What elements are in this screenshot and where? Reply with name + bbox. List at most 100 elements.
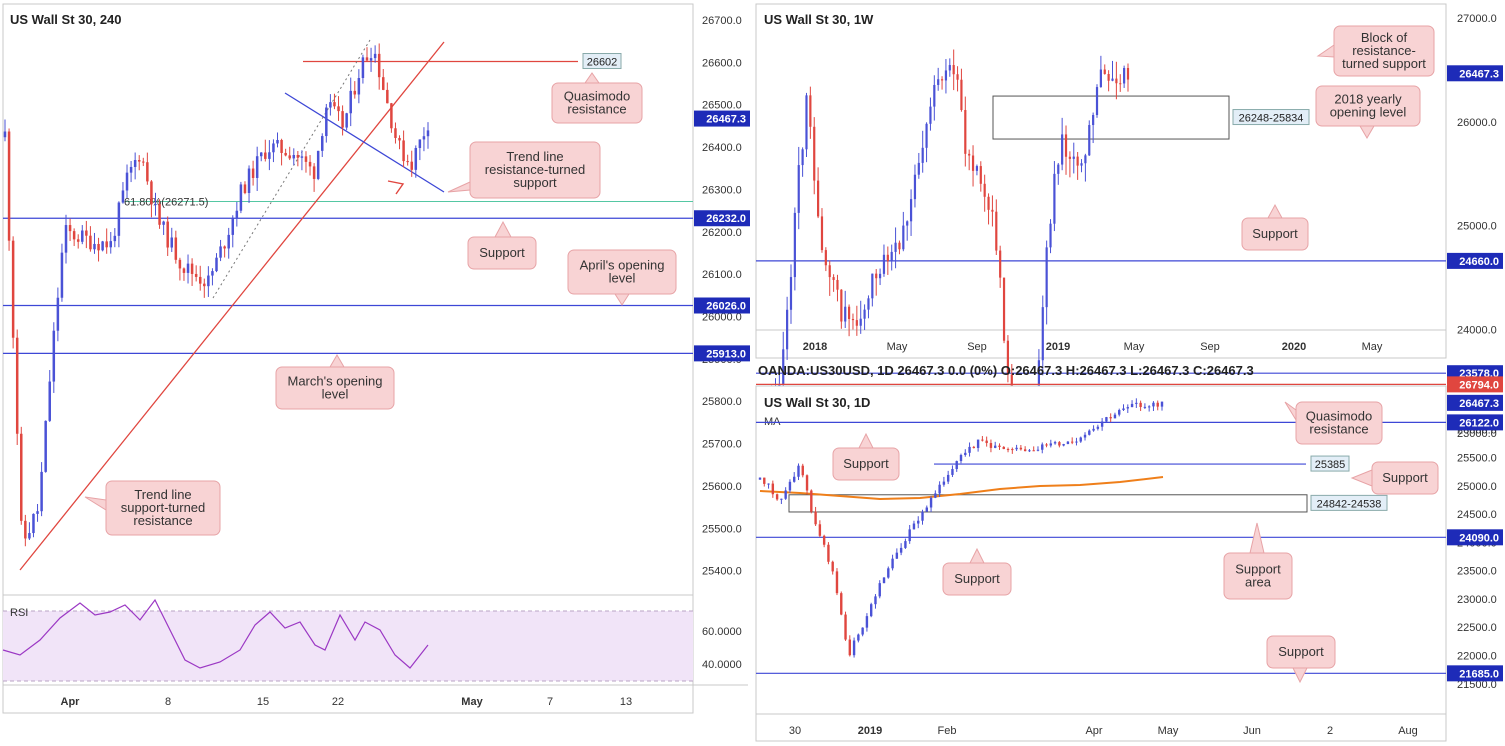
level-label-26602: 26602 bbox=[582, 53, 622, 70]
candle-body bbox=[861, 627, 864, 635]
candle-body bbox=[1072, 156, 1075, 159]
callout-text: Support bbox=[1235, 562, 1281, 577]
callout-text: resistance-turned bbox=[485, 162, 585, 177]
candle-body bbox=[255, 156, 259, 178]
candle-body bbox=[1083, 434, 1087, 438]
level-price-tag-1d: 24090.0 bbox=[1447, 529, 1503, 546]
panel-1d-y-tick: 25500.0 bbox=[1457, 453, 1497, 465]
candle-body bbox=[398, 137, 401, 141]
panel-1w-x-tick: Sep bbox=[967, 341, 987, 353]
panel-1d-x-tick: May bbox=[1158, 725, 1179, 737]
candle-body bbox=[1068, 156, 1071, 159]
candle-body bbox=[1066, 441, 1070, 445]
callout-support-1d-c: Support bbox=[1266, 635, 1336, 684]
candle-body bbox=[406, 161, 409, 163]
candle-body bbox=[325, 107, 328, 137]
callout-text: Trend line bbox=[506, 149, 563, 164]
candle-body bbox=[809, 95, 812, 127]
candle-body bbox=[418, 139, 422, 148]
candle-body bbox=[32, 513, 35, 534]
candle-body bbox=[793, 476, 796, 482]
callout-text: Quasimodo bbox=[1306, 409, 1372, 424]
candle-body bbox=[93, 243, 96, 250]
callout-text: Support bbox=[1382, 470, 1428, 485]
candle-body bbox=[15, 337, 19, 434]
candle-body bbox=[345, 113, 348, 128]
candle-body bbox=[771, 483, 775, 495]
candle-body bbox=[801, 149, 804, 166]
candle-body bbox=[898, 242, 901, 250]
candle-body bbox=[981, 439, 984, 441]
candle-body bbox=[81, 230, 84, 242]
candle-body bbox=[784, 490, 787, 499]
panel-1d-x-tick: Jun bbox=[1243, 725, 1261, 737]
candle-body bbox=[844, 614, 847, 640]
price-tag-text: 26232.0 bbox=[706, 213, 746, 225]
level-label-text: 26602 bbox=[587, 57, 618, 69]
callout-support-1w: Support bbox=[1241, 203, 1309, 251]
candle-body bbox=[814, 511, 817, 525]
candle-body bbox=[810, 490, 813, 512]
panel-1w-y-tick: 23000.0 bbox=[1457, 428, 1497, 440]
candle-body bbox=[1122, 408, 1125, 411]
candle-body bbox=[227, 234, 230, 249]
candle-body bbox=[117, 202, 121, 236]
panel-240-y-tick: 25500.0 bbox=[702, 523, 742, 535]
candle-body bbox=[150, 181, 153, 205]
candle-body bbox=[788, 481, 792, 491]
candle-body bbox=[72, 231, 76, 240]
price-tag-text: 21685.0 bbox=[1459, 668, 1499, 680]
candle-body bbox=[20, 433, 23, 521]
panel-1w-y-tick: 25000.0 bbox=[1457, 221, 1497, 233]
candle-body bbox=[377, 53, 381, 78]
panel-240-x-tick: 13 bbox=[620, 696, 632, 708]
zone-label-1d: 24842-24538 bbox=[1310, 494, 1388, 511]
candle-body bbox=[1088, 430, 1091, 435]
price-tag-bg bbox=[1447, 665, 1503, 682]
panel-1w-x-tick: May bbox=[1362, 341, 1383, 353]
candle-body bbox=[1019, 447, 1023, 450]
candle-body bbox=[284, 152, 287, 156]
candle-body bbox=[955, 461, 958, 470]
candle-body bbox=[11, 240, 15, 338]
candle-body bbox=[940, 79, 944, 81]
candle-body bbox=[76, 239, 80, 242]
candle-body bbox=[848, 639, 852, 656]
candle-body bbox=[786, 309, 789, 350]
candle-body bbox=[952, 65, 955, 75]
callout-pointer bbox=[1350, 469, 1373, 487]
candle-body bbox=[60, 252, 64, 298]
panel-1d-y-tick: 25000.0 bbox=[1457, 481, 1497, 493]
candle-body bbox=[40, 471, 43, 512]
panel-1d-x-tick: 2019 bbox=[858, 725, 882, 737]
price-tag-bg bbox=[694, 345, 750, 362]
candle-body bbox=[758, 477, 762, 480]
panel-240-x-tick: 22 bbox=[332, 696, 344, 708]
callout-text: turned support bbox=[1342, 56, 1426, 71]
candle-body bbox=[1061, 134, 1064, 165]
candle-body bbox=[964, 110, 967, 154]
candle-body bbox=[239, 184, 243, 211]
candle-body bbox=[871, 273, 874, 299]
candle-body bbox=[198, 276, 202, 284]
candle-body bbox=[137, 160, 141, 162]
candle-body bbox=[357, 78, 361, 95]
fib-dotted-line bbox=[212, 39, 371, 299]
callout-pointer bbox=[1249, 522, 1265, 554]
candle-body bbox=[887, 568, 890, 578]
candle-body bbox=[1058, 442, 1061, 446]
candle-body bbox=[1103, 69, 1106, 74]
candle-body bbox=[1126, 67, 1130, 80]
candle-body bbox=[333, 102, 336, 107]
callout-pointer bbox=[1267, 203, 1283, 219]
candle-body bbox=[959, 455, 963, 462]
candle-body bbox=[832, 277, 835, 280]
callout-text: level bbox=[609, 271, 636, 286]
price-tag-text: 26026.0 bbox=[706, 301, 746, 313]
level-price-tag: 25913.0 bbox=[694, 345, 750, 362]
candle-body bbox=[912, 523, 916, 530]
